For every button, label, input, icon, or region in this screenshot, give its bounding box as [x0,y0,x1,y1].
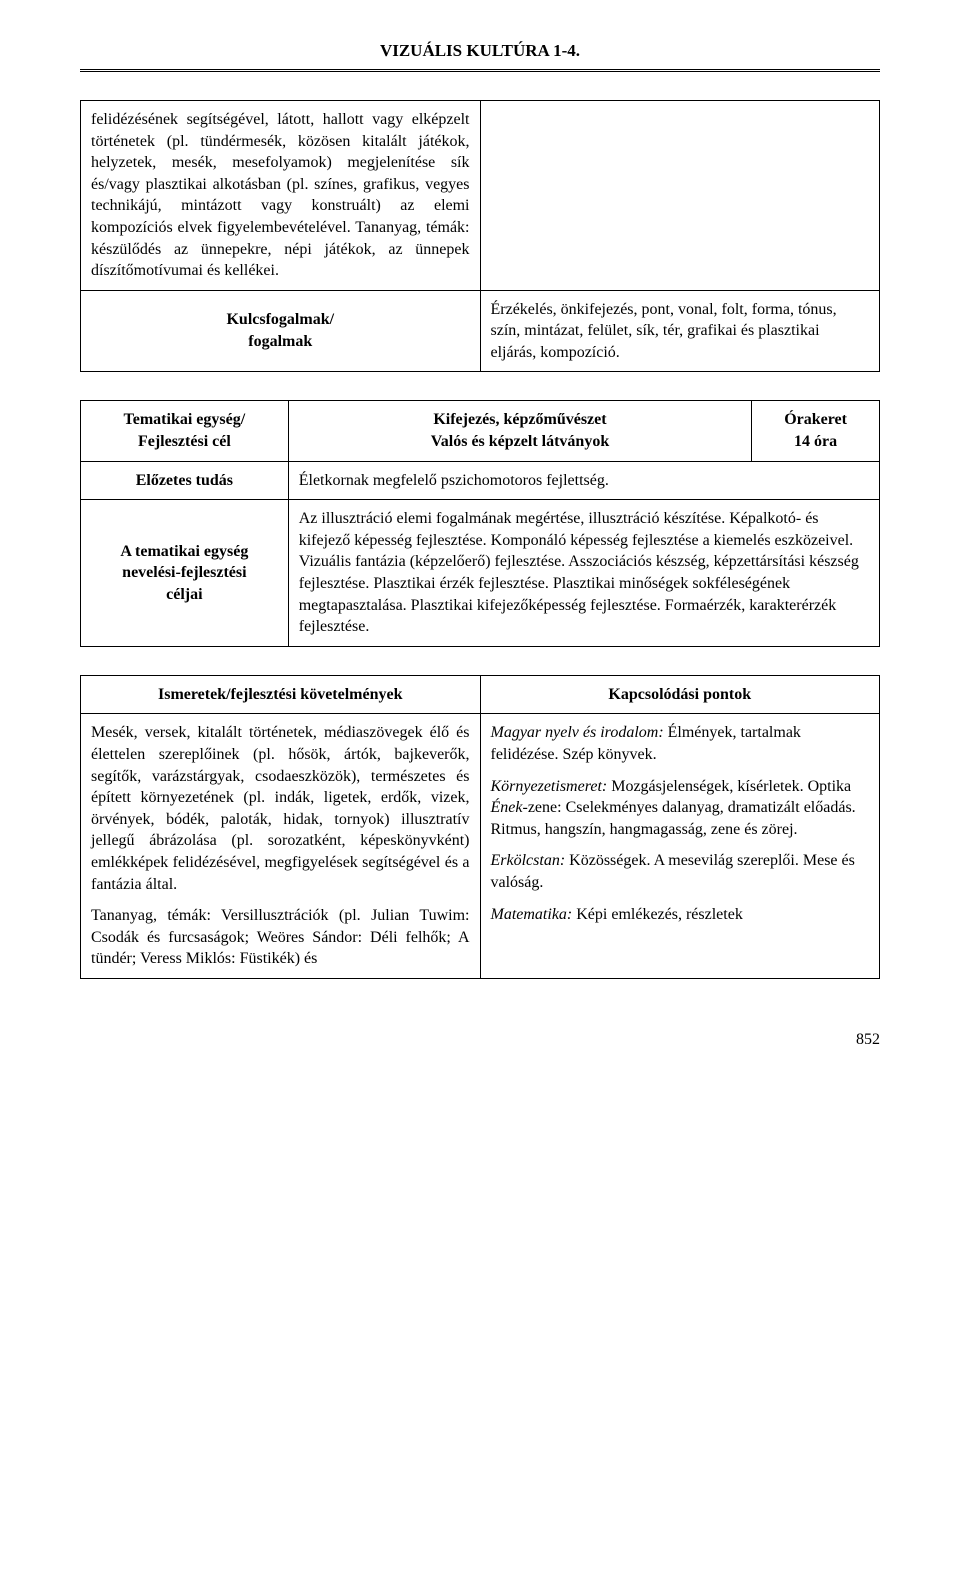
subject-rest: Képi emlékezés, részletek [572,906,743,923]
cell-elozetes-content: Életkornak megfelelő pszichomotoros fejl… [288,461,879,500]
line: A tematikai egység [120,543,248,560]
line: Órakeret [784,411,847,428]
cell-top-right-empty [480,100,880,290]
paragraph: Erkölcstan: Közösségek. A mesevilág szer… [491,850,870,893]
subject-italic: Ének- [491,799,528,816]
cell-celjai-content: Az illusztráció elemi fogalmának megérté… [288,500,879,647]
table-ismeretek: Ismeretek/fejlesztési követelmények Kapc… [80,675,880,979]
cell-elozetes-label: Előzetes tudás [81,461,289,500]
cell-orakeret: Órakeret 14 óra [752,401,880,461]
subject-rest: Mozgásjelenségek, kísérletek. Optika [607,778,851,795]
table-row: Előzetes tudás Életkornak megfelelő pszi… [81,461,880,500]
line: 14 óra [794,433,837,450]
paragraph: Környezetismeret: Mozgásjelenségek, kísé… [491,776,870,798]
label-line1: Kulcsfogalmak/ [226,311,334,328]
table-tematikai-egyseg: Tematikai egység/ Fejlesztési cél Kifeje… [80,400,880,646]
line: Fejlesztési cél [138,433,231,450]
page-title: VIZUÁLIS KULTÚRA 1-4. [80,40,880,69]
paragraph: Ének-zene: Cselekményes dalanyag, dramat… [491,797,870,840]
table-row: A tematikai egység nevelési-fejlesztési … [81,500,880,647]
cell-kifejezes: Kifejezés, képzőművészet Valós és képzel… [288,401,751,461]
paragraph: Matematika: Képi emlékezés, részletek [491,904,870,926]
line: Kifejezés, képzőművészet [433,411,606,428]
table-row: Mesék, versek, kitalált történetek, médi… [81,714,880,979]
table-kulcsfogalmak: felidézésének segítségével, látott, hall… [80,100,880,373]
table-row: Tematikai egység/ Fejlesztési cél Kifeje… [81,401,880,461]
paragraph: Tananyag, témák: Versillusztrációk (pl. … [91,905,470,970]
cell-right-body: Magyar nyelv és irodalom: Élmények, tart… [480,714,880,979]
table-row: Kulcsfogalmak/ fogalmak Érzékelés, önkif… [81,290,880,372]
line: céljai [166,586,202,603]
subject-italic: Magyar nyelv és irodalom: [491,724,664,741]
subject-italic: Környezetismeret: [491,778,608,795]
cell-tematikai-label: Tematikai egység/ Fejlesztési cél [81,401,289,461]
cell-top-left: felidézésének segítségével, látott, hall… [81,100,481,290]
cell-kulcs-content: Érzékelés, önkifejezés, pont, vonal, fol… [480,290,880,372]
table-row: felidézésének segítségével, látott, hall… [81,100,880,290]
cell-left-body: Mesék, versek, kitalált történetek, médi… [81,714,481,979]
subject-rest: zene: Cselekményes dalanyag, dramatizált… [491,799,856,838]
line: Tematikai egység/ [124,411,246,428]
paragraph: Mesék, versek, kitalált történetek, médi… [91,722,470,895]
cell-celjai-label: A tematikai egység nevelési-fejlesztési … [81,500,289,647]
subject-italic: Matematika: [491,906,573,923]
line: Valós és képzelt látványok [431,433,610,450]
header-kapcsolodasi: Kapcsolódási pontok [480,675,880,714]
cell-label: Kulcsfogalmak/ fogalmak [81,290,481,372]
header-rule [80,69,880,72]
subject-italic: Erkölcstan: [491,852,566,869]
line: nevelési-fejlesztési [122,564,246,581]
page-number: 852 [80,1029,880,1051]
header-ismeretek: Ismeretek/fejlesztési követelmények [81,675,481,714]
table-row: Ismeretek/fejlesztési követelmények Kapc… [81,675,880,714]
label-line2: fogalmak [248,333,312,350]
paragraph: Magyar nyelv és irodalom: Élmények, tart… [491,722,870,765]
